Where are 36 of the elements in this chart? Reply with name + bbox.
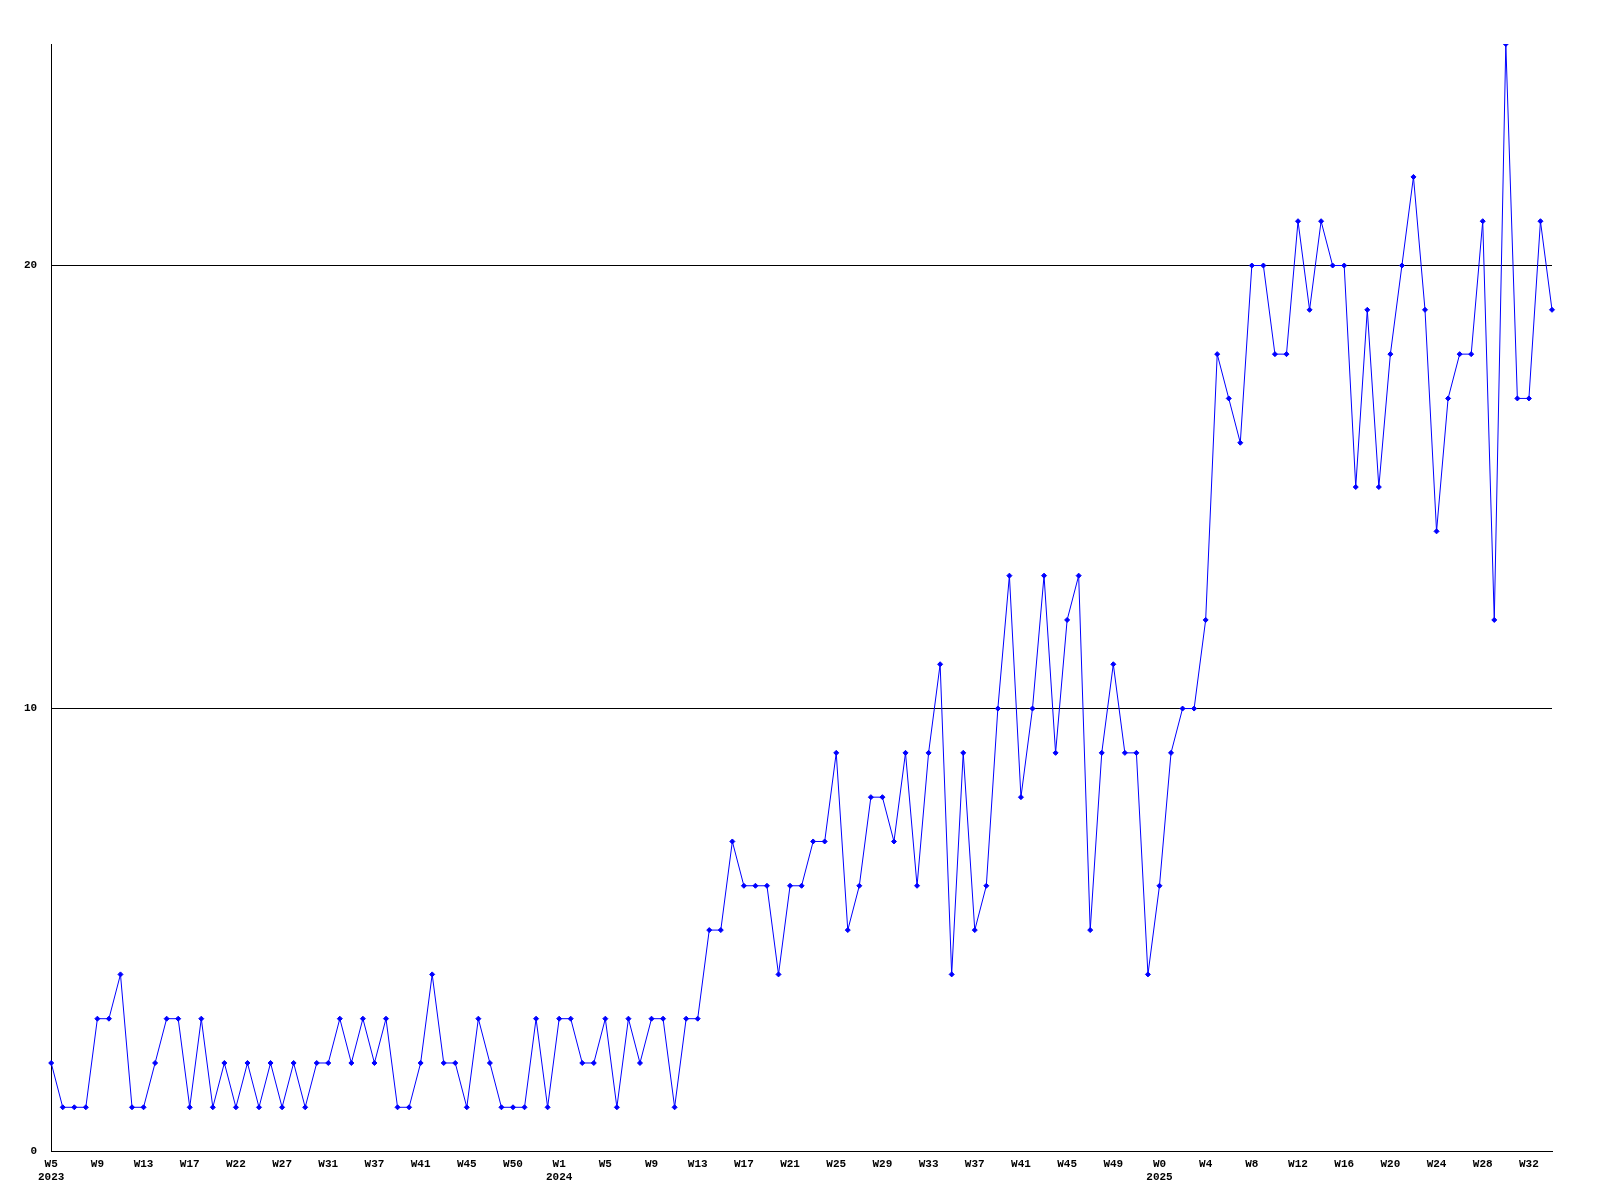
x-tick-label: W0 2025 [1146,1157,1174,1184]
x-tick-label: W5 2023 [38,1157,65,1184]
x-tick-label: W41 [410,1157,431,1170]
x-tick-label: W20 [1380,1157,1401,1170]
x-tick-label: W4 [1199,1157,1213,1170]
x-tick-label: W45 [1057,1157,1078,1170]
x-tick-label: W17 [179,1157,200,1170]
x-tick-label: W25 [826,1157,847,1170]
x-tick-label: W9 [644,1157,659,1170]
x-tick-label: W41 [1011,1157,1032,1170]
x-tick-label: W49 [1103,1157,1124,1170]
x-tick-label: W16 [1334,1157,1355,1170]
x-tick-label: W8 [1245,1157,1259,1170]
x-tick-label: W50 [503,1157,523,1170]
x-tick-label: W28 [1472,1157,1494,1170]
x-tick-label: W29 [872,1157,893,1170]
y-tick-label: 10 [24,702,38,715]
y-tick-label: 20 [24,259,38,272]
x-tick-label: W17 [733,1157,754,1170]
x-tick-label: W24 [1426,1157,1447,1170]
x-tick-label: W12 [1288,1157,1308,1170]
x-tick-label: W27 [272,1157,292,1170]
x-tick-label: W33 [918,1157,939,1170]
x-tick-label: W32 [1519,1157,1539,1170]
x-tick-label: W13 [133,1157,154,1170]
x-tick-label: W45 [456,1157,478,1170]
x-tick-label: W21 [780,1157,801,1170]
x-tick-label: W37 [364,1157,385,1170]
x-tick-label: W31 [318,1157,339,1170]
x-tick-label: W13 [687,1157,708,1170]
x-tick-label: W1 2024 [545,1157,573,1184]
x-tick-label: W22 [226,1157,246,1170]
x-tick-label: W9 [90,1157,104,1170]
y-tick-label: 0 [30,1145,38,1158]
x-tick-label: W37 [964,1157,985,1170]
x-tick-label: W5 [598,1157,613,1170]
